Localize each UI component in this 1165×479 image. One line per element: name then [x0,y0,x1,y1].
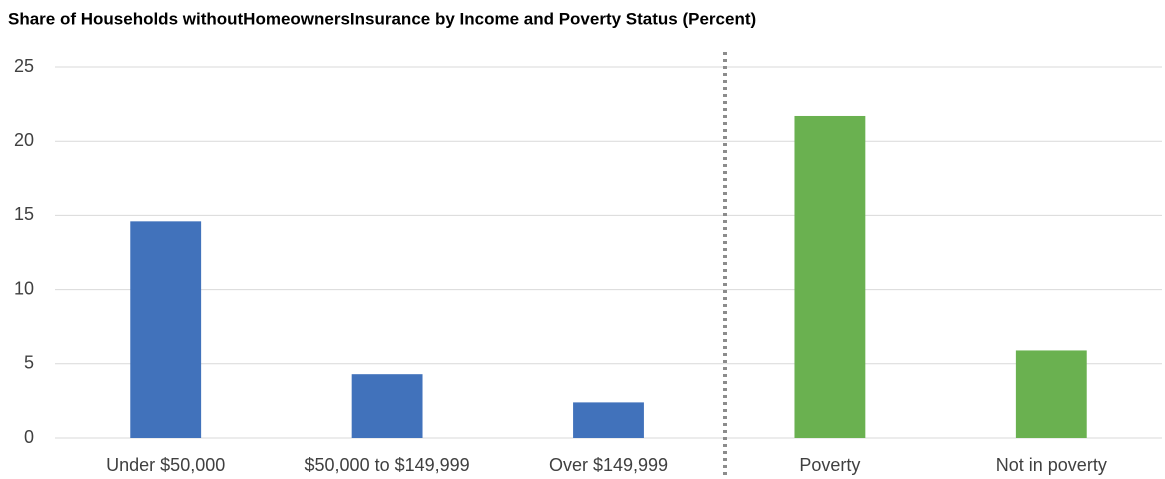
x-tick-label: Under $50,000 [106,455,225,475]
y-tick-label: 15 [14,204,34,224]
y-tick-label: 0 [24,427,34,447]
bar [130,221,202,438]
bar [573,402,644,438]
x-tick-label: Poverty [799,455,860,475]
y-tick-label: 10 [14,278,34,298]
bar [351,374,423,438]
y-tick-label: 20 [14,130,34,150]
bar [1015,350,1087,438]
y-tick-label: 5 [24,353,34,373]
x-tick-label: $50,000 to $149,999 [305,455,470,475]
x-tick-label: Over $149,999 [549,455,668,475]
chart-title: Share of Households withoutHomeownersIns… [8,9,756,28]
y-tick-label: 25 [14,56,34,76]
x-tick-label: Not in poverty [996,455,1107,475]
bar [794,115,866,439]
